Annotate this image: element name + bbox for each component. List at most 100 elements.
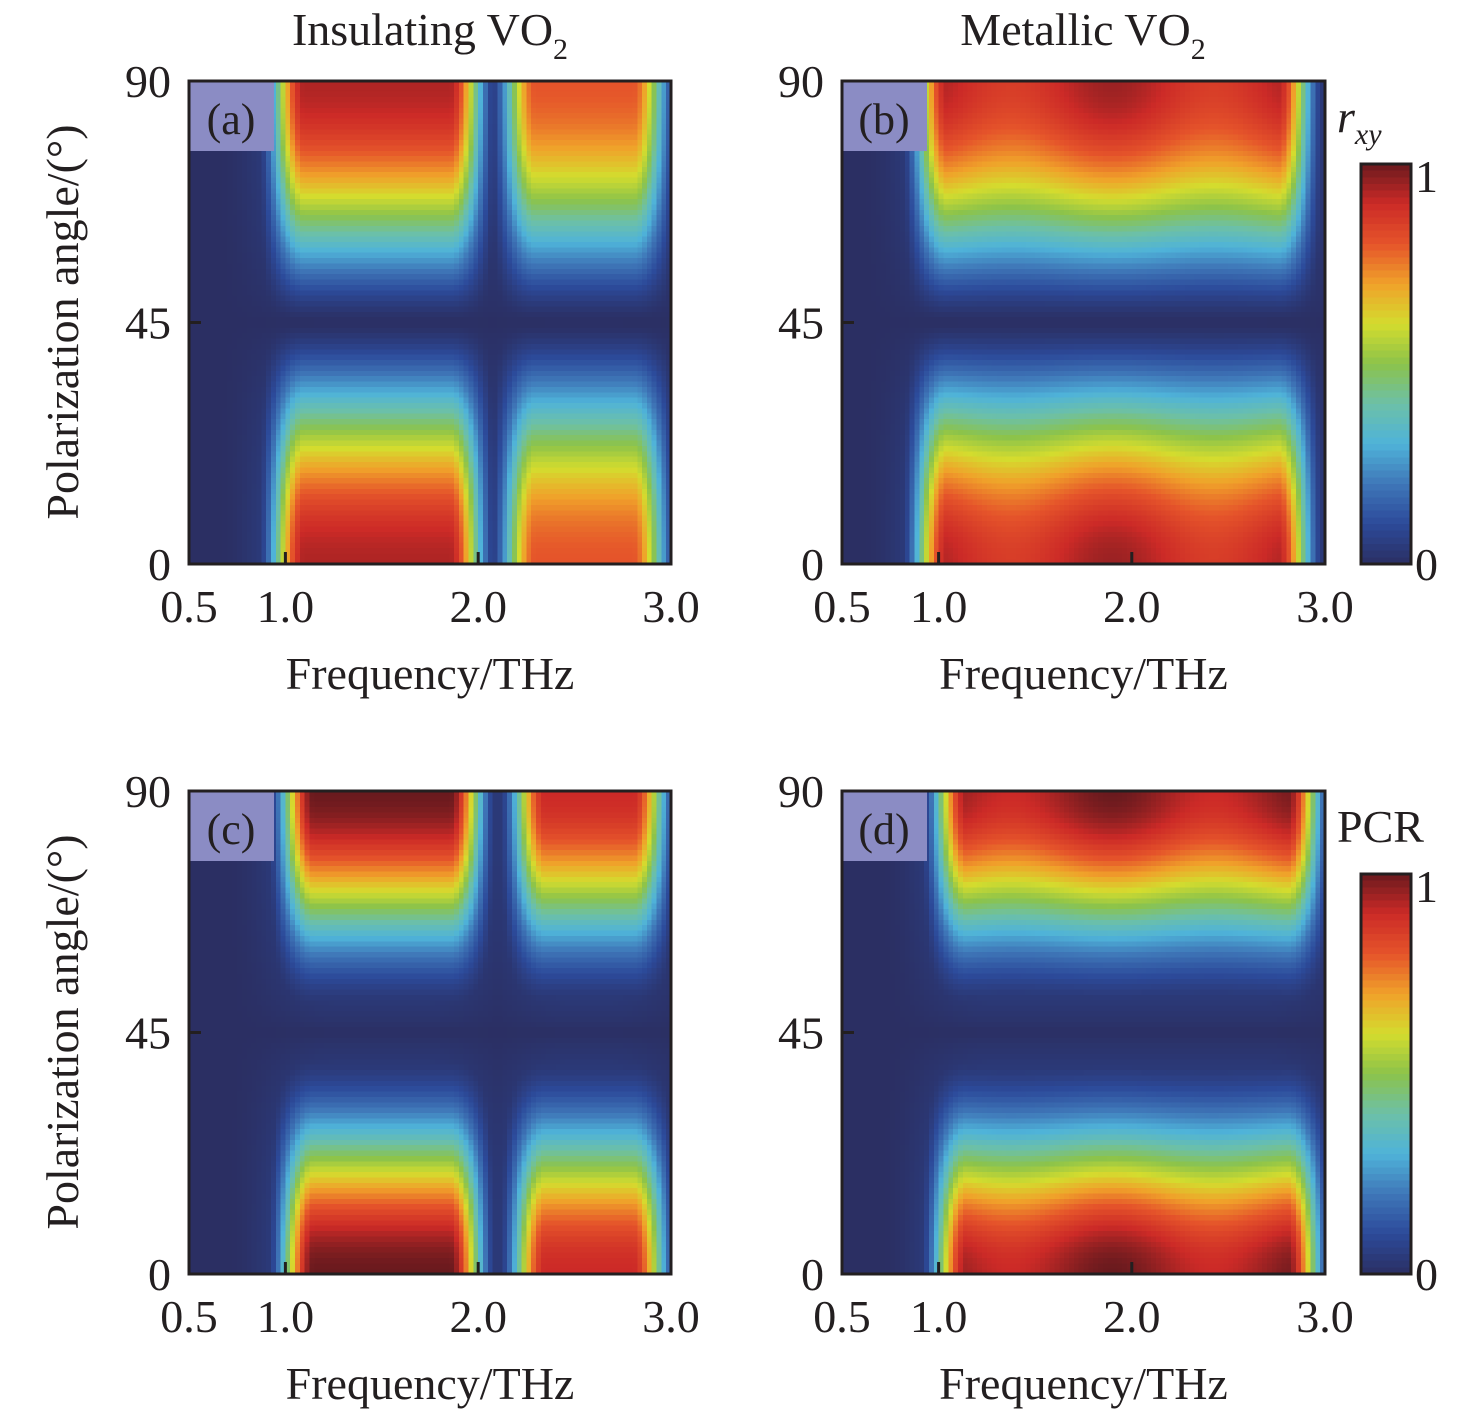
heatmap-cell [454,231,460,238]
heatmap-cell [555,225,561,232]
heatmap-cell [217,279,224,286]
heatmap-cell [275,268,282,275]
heatmap-cell [458,161,465,168]
heatmap-cell [362,284,368,291]
heatmap-cell [425,268,431,275]
heatmap-cell [323,209,330,216]
heatmap-cell [516,338,523,345]
heatmap-cell [473,290,479,297]
heatmap-cell [454,118,460,125]
heatmap-cell [536,145,542,152]
heatmap-cell [497,301,503,307]
heatmap-cell [213,338,219,345]
heatmap-cell [270,252,277,259]
heatmap-cell [632,263,638,270]
heatmap-cell [589,193,595,200]
heatmap-cell [396,258,402,265]
heatmap-cell [280,107,286,114]
heatmap-cell [434,129,441,136]
heatmap-cell [666,182,672,189]
heatmap-cell [651,279,658,286]
heatmap-cell [299,225,306,232]
heatmap-cell [497,220,503,227]
heatmap-cell [295,107,301,114]
heatmap-cell [613,86,619,93]
heatmap-cell [454,338,460,345]
heatmap-cell [213,263,219,270]
heatmap-cell [473,338,479,345]
heatmap-cell [304,306,311,313]
heatmap-cell [299,156,306,163]
heatmap-cell [613,263,619,270]
heatmap-cell [285,306,291,313]
heatmap-cell [376,177,383,184]
heatmap-cell [430,177,436,184]
heatmap-cell [343,242,349,248]
heatmap-cell [275,295,282,302]
heatmap-cell [497,91,503,98]
heatmap-cell [613,107,619,114]
heatmap-cell [483,306,489,313]
heatmap-cell [362,182,368,189]
heatmap-cell [232,279,238,286]
heatmap-cell [285,204,291,211]
heatmap-cell [391,113,397,120]
heatmap-cell [343,86,349,93]
heatmap-cell [270,301,277,307]
heatmap-cell [507,91,513,98]
heatmap-cell [449,118,455,125]
heatmap-cell [213,242,219,248]
heatmap-cell [458,166,465,173]
heatmap-cell [275,140,282,146]
heatmap-cell [348,338,354,345]
heatmap-cell [579,311,585,318]
heatmap-cell [295,225,301,232]
heatmap-cell [627,188,634,195]
heatmap-cell [536,107,542,114]
heatmap-cell [425,156,431,163]
heatmap-cell [275,199,282,206]
heatmap-cell [550,156,556,163]
heatmap-cell [280,327,286,334]
heatmap-cell [642,134,648,141]
heatmap-cell [497,252,503,259]
heatmap-cell [545,295,552,302]
heatmap-cell [502,134,508,141]
heatmap-cell [531,343,537,350]
heatmap-cell [352,81,359,87]
heatmap-cell [492,97,499,104]
heatmap-cell [222,166,229,173]
heatmap-cell [487,134,494,141]
heatmap-cell [540,150,547,157]
heatmap-cell [232,343,238,350]
heatmap-cell [526,91,532,98]
heatmap-cell [256,306,262,313]
heatmap-cell [256,268,262,275]
heatmap-cell [521,268,527,275]
heatmap-cell [593,182,600,189]
heatmap-cell [646,295,653,302]
heatmap-cell [343,327,349,334]
heatmap-cell [367,252,373,259]
heatmap-cell [478,86,484,93]
heatmap-cell [333,322,340,329]
heatmap-cell [454,156,460,163]
heatmap-cell [386,145,393,152]
heatmap-cell [348,166,354,173]
heatmap-cell [661,327,667,334]
heatmap-cell [401,86,407,93]
heatmap-cell [314,81,320,87]
heatmap-cell [661,247,667,254]
heatmap-cell [579,204,585,211]
heatmap-cell [386,317,393,324]
heatmap-cell [261,301,267,307]
heatmap-cell [352,236,359,243]
heatmap-cell [430,172,436,179]
heatmap-cell [372,199,378,206]
heatmap-cell [323,166,330,173]
heatmap-cell [458,193,465,200]
heatmap-cell [251,199,258,206]
heatmap-cell [367,225,373,232]
heatmap-cell [550,134,556,141]
heatmap-cell [536,247,542,254]
